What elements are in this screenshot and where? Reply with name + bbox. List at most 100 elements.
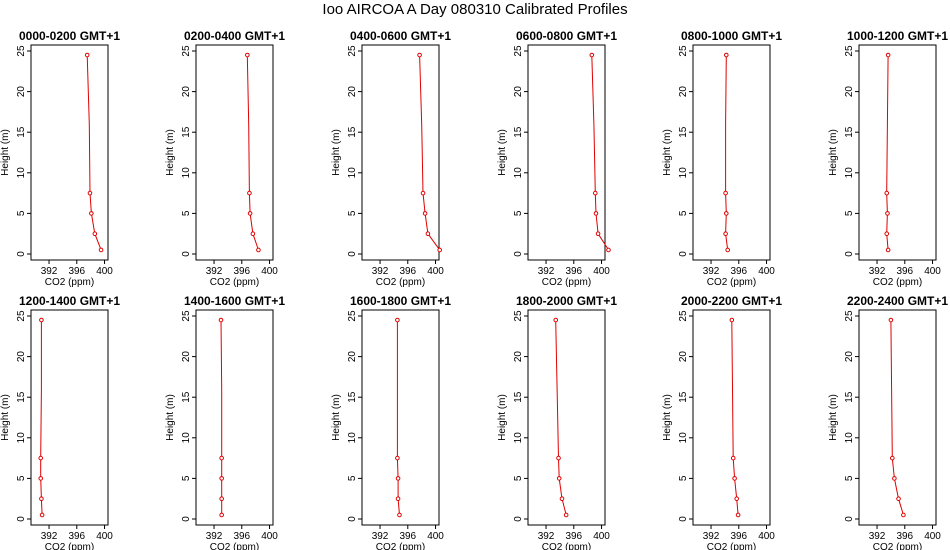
y-tick-label: 0 — [16, 251, 27, 257]
series-line — [86, 55, 102, 251]
y-tick-label: 10 — [347, 167, 358, 179]
panel-8: 1400-1600 GMT+1 0 5 10 15 20 25 Height (m) 392 39… — [165, 294, 285, 550]
y-tick-label: 15 — [844, 391, 855, 403]
panel-6: 1000-1200 GMT+1 0 5 10 15 20 25 Height (m) 392 39… — [828, 29, 948, 288]
panel-12: 2200-2400 GMT+1 0 5 10 15 20 25 Height (m) 392 39… — [828, 294, 948, 550]
series-line — [591, 55, 609, 251]
y-tick-label: 15 — [678, 391, 689, 403]
y-tick-label: 5 — [844, 210, 855, 216]
data-point — [563, 512, 569, 518]
x-tick-label: 396 — [233, 266, 250, 277]
y-axis-label: Height (m) — [662, 394, 673, 441]
x-tick-label: 392 — [703, 266, 720, 277]
data-point — [729, 317, 735, 323]
y-axis-label: Height (m) — [331, 129, 342, 176]
data-point — [732, 476, 737, 481]
y-tick-label: 25 — [347, 310, 358, 322]
x-tick-label: 396 — [730, 266, 747, 277]
y-tick-label: 5 — [347, 210, 358, 216]
data-point — [395, 476, 401, 481]
x-tick-label: 392 — [703, 531, 720, 542]
y-tick-label: 0 — [678, 516, 689, 522]
y-tick-label: 0 — [347, 516, 358, 522]
panel-title: 1600-1800 GMT+1 — [350, 294, 451, 308]
data-point — [606, 247, 611, 253]
x-axis-label: CO2 (ppm) — [707, 277, 756, 288]
panel-title: 1000-1200 GMT+1 — [847, 29, 948, 43]
panel-4: 0600-0800 GMT+1 0 5 10 15 20 25 Height (m) 392 39… — [497, 29, 617, 288]
y-tick-label: 5 — [844, 475, 855, 481]
y-tick-label: 0 — [16, 516, 27, 522]
y-tick-label: 15 — [347, 126, 358, 138]
y-tick-label: 25 — [16, 45, 27, 57]
data-point — [39, 496, 44, 502]
x-axis-label: CO2 (ppm) — [210, 542, 259, 550]
data-point — [730, 455, 736, 461]
data-point — [39, 512, 45, 518]
y-axis-label: Height (m) — [828, 394, 839, 441]
data-point — [420, 190, 426, 196]
y-tick-label: 20 — [513, 351, 524, 363]
data-point — [595, 231, 601, 236]
y-tick-label: 5 — [678, 210, 689, 216]
x-tick-label: 400 — [593, 266, 610, 277]
y-tick-label: 20 — [16, 351, 27, 363]
panel-7: 1200-1400 GMT+1 0 5 10 15 20 25 Height (m) 392 39… — [0, 294, 120, 550]
y-axis-label: Height (m) — [497, 394, 508, 441]
series-line — [886, 55, 889, 250]
x-axis-label: CO2 (ppm) — [210, 277, 259, 288]
plot-frame — [361, 44, 440, 261]
x-tick-label: 392 — [41, 266, 58, 277]
plot-frame — [361, 309, 440, 526]
data-point — [723, 190, 728, 196]
data-point — [589, 52, 595, 58]
x-axis-label: CO2 (ppm) — [542, 542, 591, 550]
x-tick-label: 392 — [41, 531, 58, 542]
y-tick-label: 25 — [678, 310, 689, 322]
y-tick-label: 5 — [181, 210, 192, 216]
data-point — [735, 512, 741, 518]
x-tick-label: 392 — [206, 266, 223, 277]
y-tick-label: 5 — [181, 475, 192, 481]
plot-frame — [30, 309, 109, 526]
x-tick-label: 400 — [261, 266, 278, 277]
data-point — [395, 317, 400, 323]
x-tick-label: 392 — [538, 266, 555, 277]
y-tick-label: 25 — [181, 310, 192, 322]
y-tick-label: 0 — [347, 251, 358, 257]
data-point — [395, 455, 400, 461]
panel-title: 1400-1600 GMT+1 — [184, 294, 285, 308]
data-point — [723, 231, 728, 236]
data-point — [884, 190, 890, 196]
y-tick-label: 20 — [513, 86, 524, 98]
x-tick-label: 392 — [372, 266, 389, 277]
y-tick-label: 10 — [513, 167, 524, 179]
x-tick-label: 396 — [565, 531, 582, 542]
y-tick-label: 5 — [16, 475, 27, 481]
y-tick-label: 20 — [844, 86, 855, 98]
data-point — [896, 496, 901, 502]
data-point — [256, 247, 261, 253]
y-tick-label: 15 — [513, 126, 524, 138]
y-tick-label: 20 — [181, 351, 192, 363]
x-tick-label: 392 — [206, 531, 223, 542]
data-point — [417, 52, 422, 58]
panel-title: 1200-1400 GMT+1 — [19, 294, 120, 308]
y-tick-label: 0 — [181, 516, 192, 522]
y-tick-label: 0 — [181, 251, 192, 257]
data-point — [98, 247, 104, 253]
y-tick-label: 15 — [347, 391, 358, 403]
y-tick-label: 20 — [16, 86, 27, 98]
panel-title: 0200-0400 GMT+1 — [184, 29, 285, 43]
y-tick-label: 25 — [678, 45, 689, 57]
y-tick-label: 25 — [844, 310, 855, 322]
x-tick-label: 396 — [896, 266, 913, 277]
data-point — [92, 231, 98, 236]
y-tick-label: 5 — [16, 210, 27, 216]
x-tick-label: 400 — [427, 266, 444, 277]
x-axis-label: CO2 (ppm) — [873, 542, 922, 550]
data-point — [219, 455, 224, 461]
data-point — [884, 231, 890, 236]
y-tick-label: 20 — [678, 86, 689, 98]
